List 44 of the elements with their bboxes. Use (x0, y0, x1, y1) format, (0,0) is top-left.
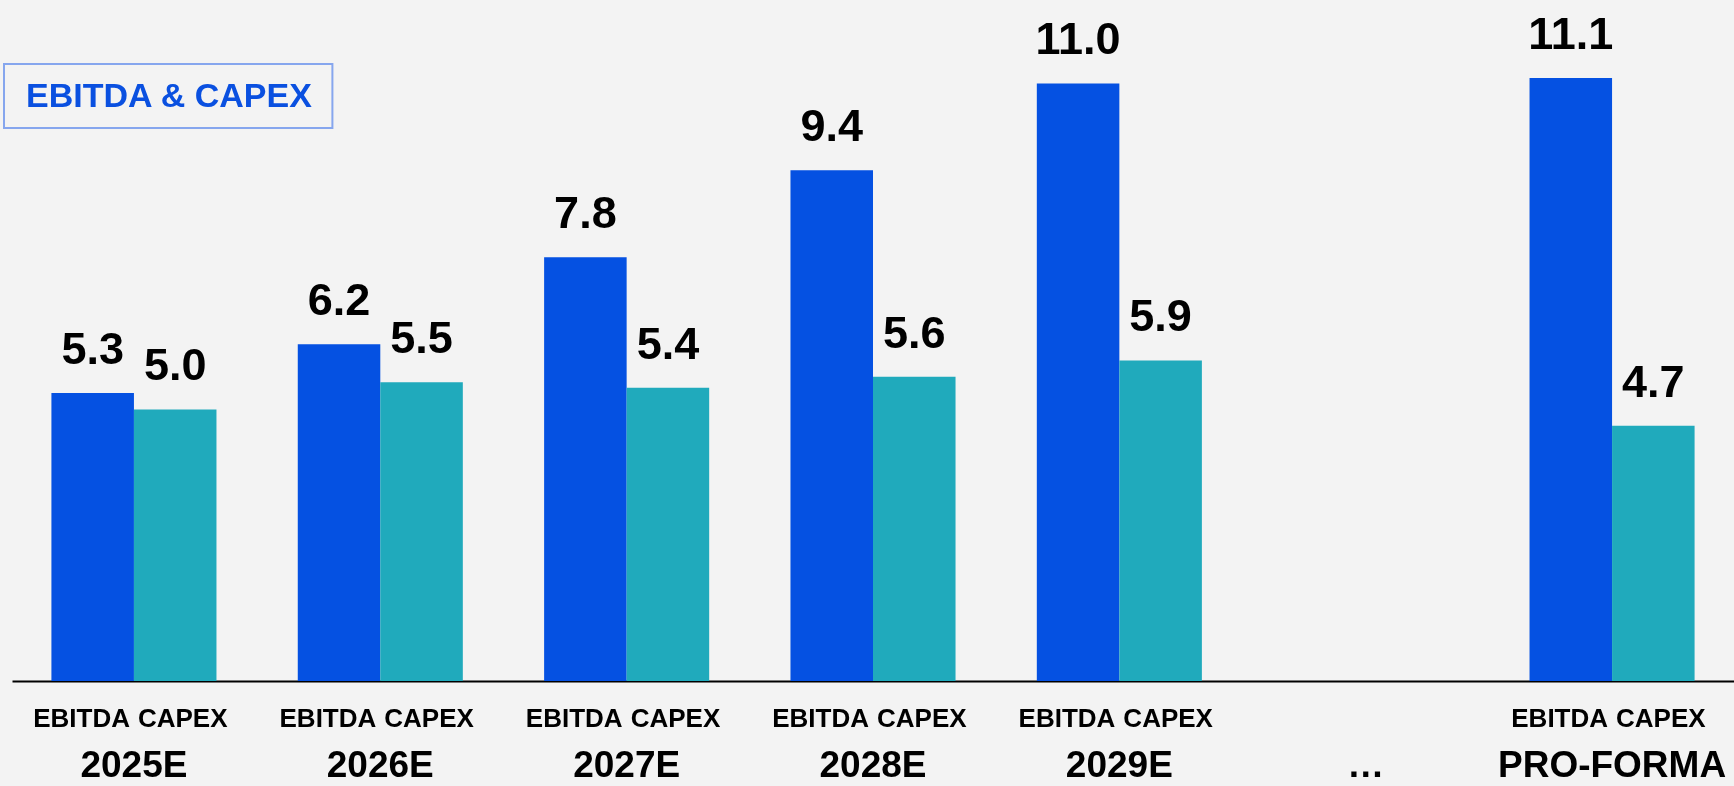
bar (790, 170, 873, 681)
data-label: 5.6 (882, 306, 946, 358)
bar (51, 393, 134, 681)
text: CAPEX (1123, 703, 1213, 733)
text: EBITDA (772, 703, 869, 733)
series-label: EBITDA (33, 703, 131, 733)
data-label: 5.9 (1129, 290, 1192, 342)
x-tick-label: 2026E (326, 743, 434, 785)
x-tick-label: 2028E (819, 743, 927, 785)
bar (133, 409, 217, 681)
bar (1529, 78, 1613, 681)
data-label: 6.2 (307, 274, 371, 326)
bar (1119, 360, 1202, 681)
chart-title: EBITDA & CAPEX (26, 76, 313, 114)
text: EBITDA (525, 703, 623, 733)
bar (1036, 83, 1120, 681)
text: EBITDA (279, 703, 377, 733)
data-label: 5.5 (390, 312, 453, 364)
bar (544, 257, 627, 681)
data-label: 4.7 (1622, 355, 1685, 407)
x-tick-label: PRO-FORMA (1497, 743, 1727, 785)
data-label: 11.1 (1528, 8, 1614, 59)
x-tick-label: 2025E (80, 743, 188, 785)
x-tick-label: … (1347, 743, 1385, 785)
bar (626, 387, 710, 681)
text: CAPEX (384, 703, 474, 733)
text: EBITDA (1018, 703, 1116, 733)
data-label: 7.8 (554, 187, 617, 239)
bar (380, 382, 463, 681)
bar (297, 344, 381, 681)
data-label: 9.4 (800, 100, 864, 152)
bar (873, 376, 956, 681)
x-tick-label: 2027E (573, 743, 681, 785)
x-tick-label: 2029E (1065, 743, 1173, 785)
text: EBITDA (1511, 703, 1609, 733)
data-label: 5.4 (636, 317, 700, 369)
text: CAPEX (1616, 703, 1706, 733)
text: CAPEX (630, 703, 721, 733)
data-label: 5.3 (61, 323, 124, 375)
data-label: 5.0 (143, 339, 207, 391)
series-label: CAPEX (137, 703, 229, 733)
data-label: 11.0 (1035, 13, 1121, 65)
text: CAPEX (877, 703, 967, 733)
bar (1612, 425, 1695, 681)
